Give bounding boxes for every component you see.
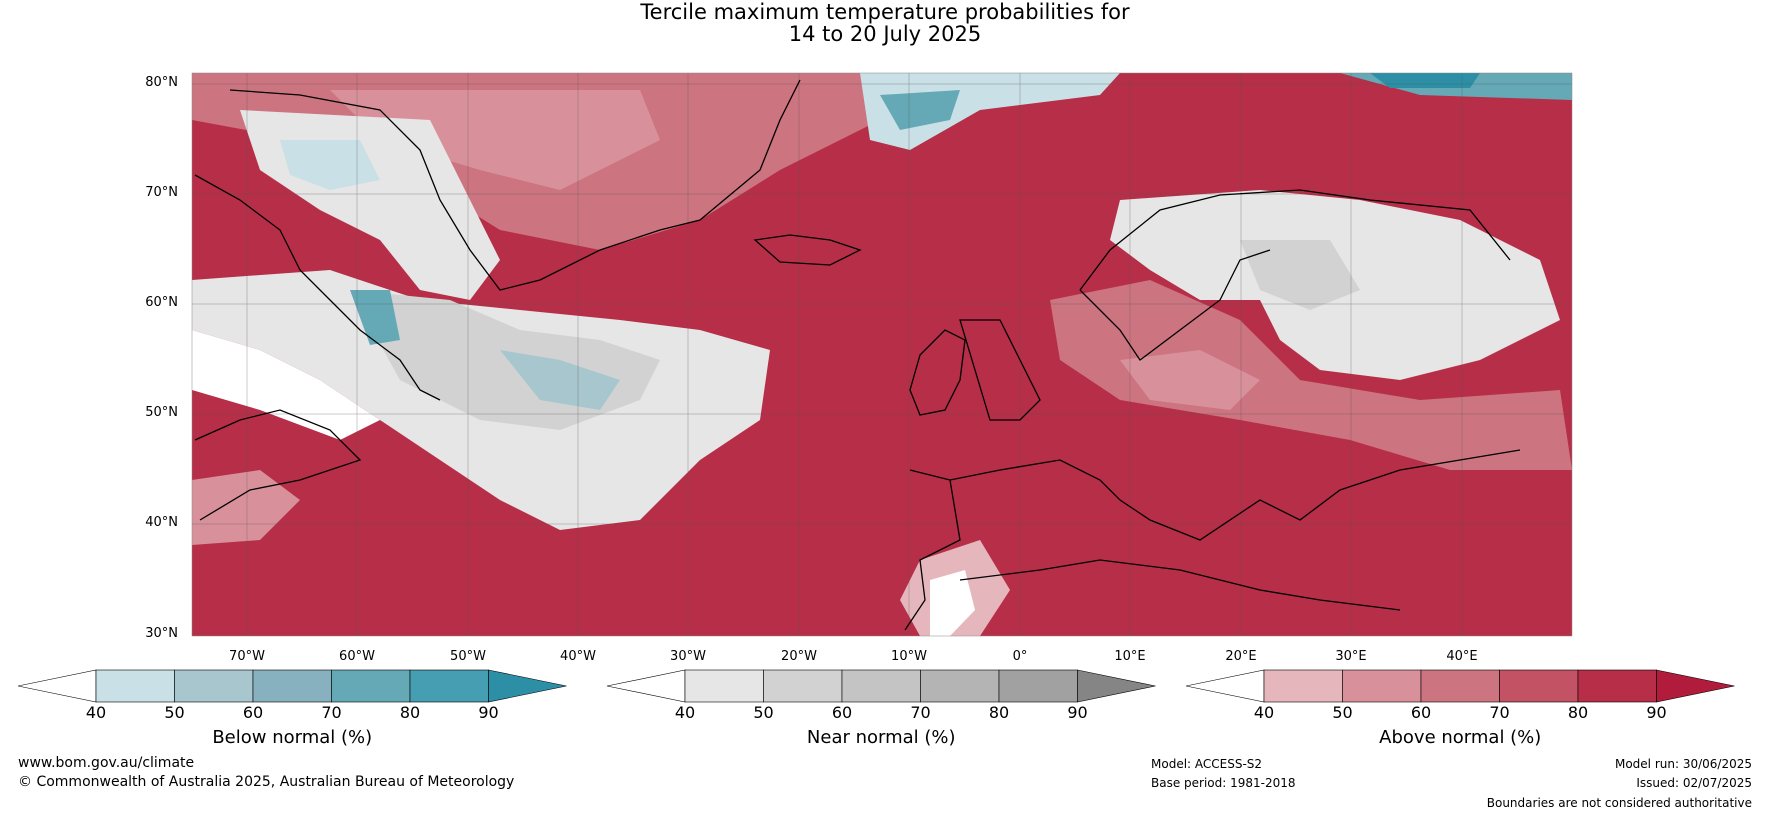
colorbar-above-segment [1263, 669, 1343, 703]
lon-label-50w: 50°W [450, 649, 486, 664]
colorbar-above-segment [1342, 669, 1422, 703]
lon-label-40w: 40°W [560, 649, 596, 664]
colorbar-near-high-extend [1077, 669, 1156, 703]
colorbar-below-segment [174, 669, 254, 703]
colorbar-above-label: Above normal (%) [1379, 727, 1542, 748]
issued-text: Issued: 02/07/2025 [1636, 776, 1752, 790]
lon-label-10e: 10°E [1114, 649, 1146, 664]
lon-label-20w: 20°W [781, 649, 817, 664]
colorbar-above-tick: 80 [1567, 703, 1589, 722]
lon-label-0: 0° [1012, 649, 1028, 664]
colorbar-near-tick: 50 [753, 703, 774, 722]
colorbar-below-high-extend [488, 669, 567, 703]
graticule [192, 73, 1572, 636]
colorbar-above-segment [1420, 669, 1500, 703]
colorbar-near-label: Near normal (%) [806, 727, 956, 748]
colorbar-above-tick: 70 [1489, 703, 1510, 722]
colorbar-below-segment [409, 669, 489, 703]
map-title-line1: Tercile maximum temperature probabilitie… [640, 0, 1130, 24]
copyright-text: © Commonwealth of Australia 2025, Austra… [18, 774, 515, 790]
model-text: Model: ACCESS-S2 [1151, 757, 1263, 771]
colorbar-near-tick: 90 [1067, 703, 1088, 722]
colorbar-near-tick: 80 [988, 703, 1010, 722]
lon-label-40e: 40°E [1446, 649, 1478, 664]
colorbar-near-tick: 40 [674, 703, 696, 722]
colorbar-below-tick: 60 [242, 703, 264, 722]
colorbar-near-segment [920, 669, 1000, 703]
colorbar-above-segment [1499, 669, 1579, 703]
colorbar-near-segment [998, 669, 1078, 703]
colorbar-above-tick: 40 [1253, 703, 1275, 722]
lon-label-10w: 10°W [891, 649, 927, 664]
colorbar-below-segment [331, 669, 411, 703]
colorbar-near-tick: 70 [910, 703, 931, 722]
lon-label-70w: 70°W [229, 649, 265, 664]
coastlines [194, 79, 1521, 631]
website-text: www.bom.gov.au/climate [18, 755, 195, 771]
colorbar-above-tick: 90 [1646, 703, 1667, 722]
base-period-text: Base period: 1981-2018 [1151, 776, 1296, 790]
colorbar-below-tick: 80 [399, 703, 421, 722]
lat-label-60n: 60°N [145, 295, 178, 310]
lat-label-40n: 40°N [145, 515, 178, 530]
model-run-text: Model run: 30/06/2025 [1614, 757, 1752, 771]
map-title-line2: 14 to 20 July 2025 [788, 22, 982, 46]
lat-label-70n: 70°N [145, 185, 178, 200]
colorbar-near-segment [684, 669, 764, 703]
colorbar-near-segment [841, 669, 921, 703]
colorbar-above-segment [1577, 669, 1657, 703]
colorbar-below-label: Below normal (%) [212, 727, 373, 748]
colorbar-above-tick: 50 [1332, 703, 1353, 722]
colorbar-above-low-extend [1185, 669, 1265, 703]
colorbar-near-low-extend [606, 669, 686, 703]
colorbar-below-tick: 50 [164, 703, 185, 722]
lat-label-50n: 50°N [145, 405, 178, 420]
colorbar-below-tick: 40 [85, 703, 107, 722]
lon-label-20e: 20°E [1225, 649, 1257, 664]
lat-label-30n: 30°N [145, 626, 178, 641]
colorbar-near-segment [763, 669, 843, 703]
colorbar-above-tick: 60 [1410, 703, 1432, 722]
colorbar-above-high-extend [1656, 669, 1735, 703]
lat-label-80n: 80°N [145, 75, 178, 90]
colorbar-below-segment [95, 669, 175, 703]
colorbar-below-low-extend [17, 669, 97, 703]
colorbar-below-tick: 70 [321, 703, 342, 722]
lon-label-30e: 30°E [1335, 649, 1367, 664]
disclaimer-text: Boundaries are not considered authoritat… [1486, 796, 1752, 810]
colorbar-below-tick: 90 [478, 703, 499, 722]
colorbar-below-segment [252, 669, 332, 703]
colorbar-near-tick: 60 [831, 703, 853, 722]
lon-label-60w: 60°W [339, 649, 375, 664]
lon-label-30w: 30°W [670, 649, 706, 664]
